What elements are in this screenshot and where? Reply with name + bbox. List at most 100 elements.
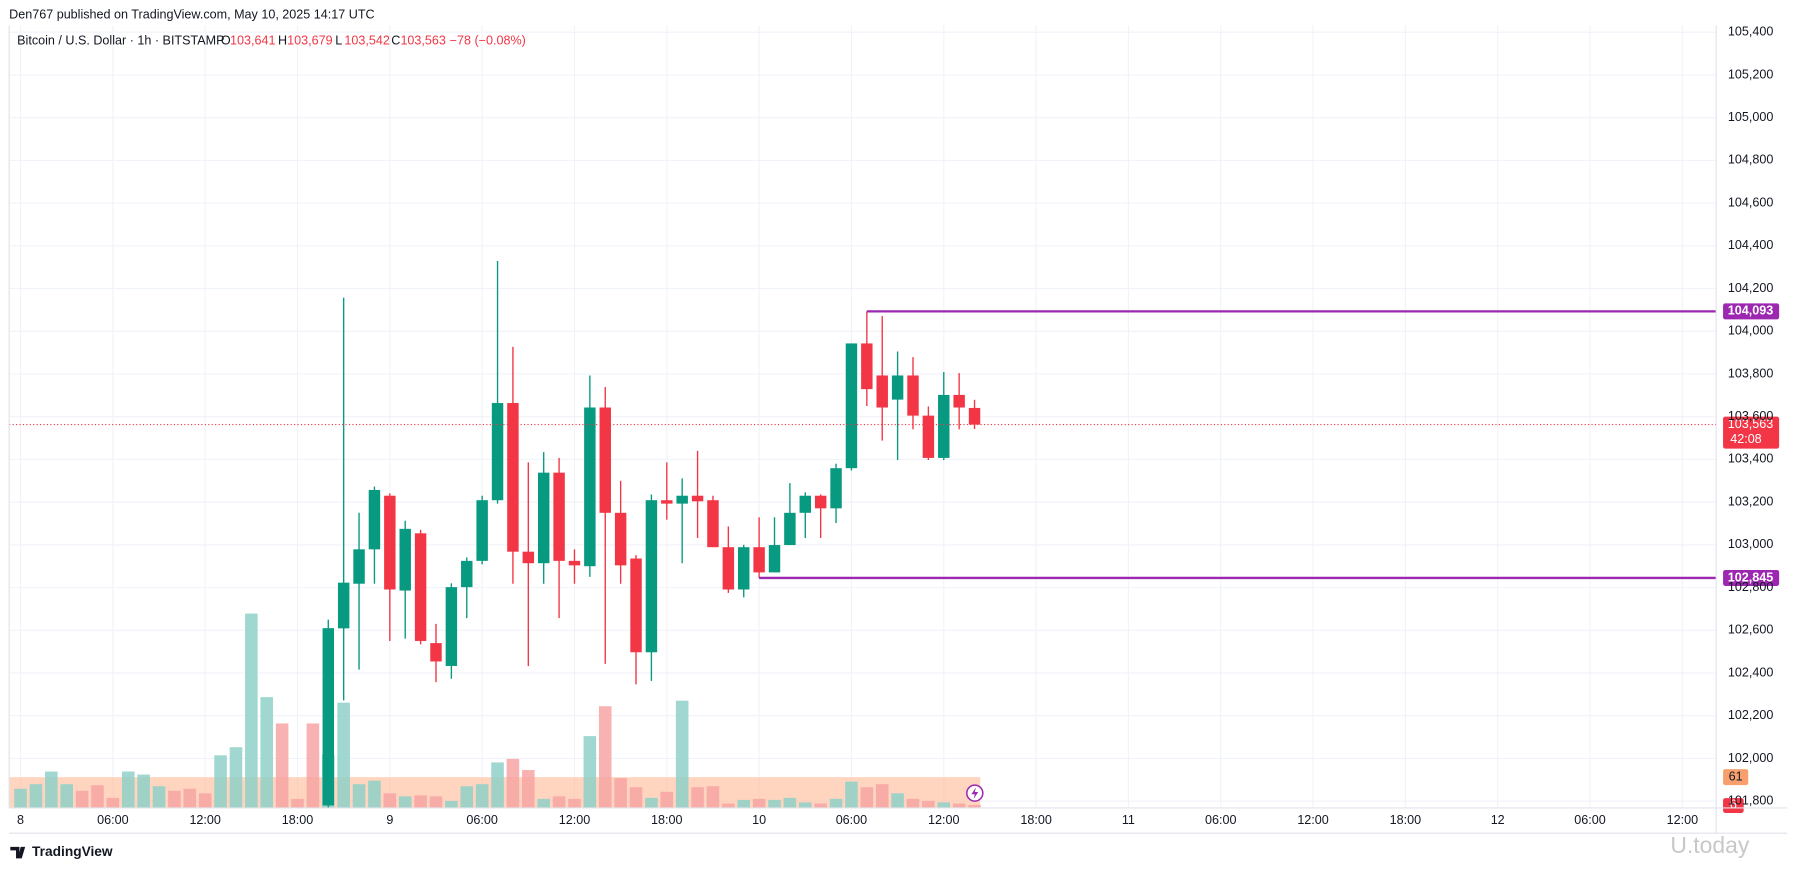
y-tick-label: 104,000 xyxy=(1728,324,1773,338)
ohlc-key: H xyxy=(278,34,287,48)
volume-bar xyxy=(583,736,597,808)
volume-bar xyxy=(460,786,474,808)
ohlc-change: −78 (−0.08%) xyxy=(450,34,526,48)
level-badge xyxy=(1723,303,1780,320)
volume-bar xyxy=(906,798,920,808)
candle-body xyxy=(799,495,812,513)
y-tick-label: 103,200 xyxy=(1728,494,1773,508)
volume-bar xyxy=(922,800,935,808)
volume-bar xyxy=(814,803,827,808)
y-tick-label: 103,600 xyxy=(1728,409,1773,423)
volume-bar xyxy=(245,613,258,808)
volume-bar xyxy=(675,700,689,808)
volume-bar xyxy=(260,697,274,808)
candle-body xyxy=(430,643,442,662)
candle-body xyxy=(568,560,581,566)
x-tick-label: 10 xyxy=(752,813,766,827)
candle-body xyxy=(522,551,535,564)
candle-body xyxy=(691,495,704,502)
candle-body xyxy=(953,394,965,408)
candle-body xyxy=(491,403,504,501)
volume-bar xyxy=(537,798,550,808)
volume-last-label: 6 xyxy=(1730,797,1737,811)
volume-bar xyxy=(722,803,735,808)
x-tick-label: 12:00 xyxy=(928,813,959,827)
candle-body xyxy=(445,587,458,666)
x-tick-label: 12:00 xyxy=(189,813,220,827)
level-badge xyxy=(1723,569,1780,586)
brand-logo xyxy=(10,846,26,859)
volume-bar xyxy=(383,793,397,808)
volume-bar xyxy=(875,784,889,808)
y-tick-label: 103,800 xyxy=(1728,366,1773,380)
y-tick-label: 105,000 xyxy=(1728,110,1773,124)
y-tick-label: 103,400 xyxy=(1728,452,1773,466)
x-tick-label: 06:00 xyxy=(97,813,128,827)
volume-bar xyxy=(414,795,427,808)
volume-bar xyxy=(968,804,981,808)
x-tick-label: 11 xyxy=(1122,813,1135,827)
volume-bar xyxy=(860,787,874,808)
candle-body xyxy=(399,528,411,591)
ohlc-key: O xyxy=(221,34,231,48)
volume-bar xyxy=(214,755,227,808)
volume-bar xyxy=(752,798,766,808)
volume-bar xyxy=(522,770,535,808)
symbol-title: Bitcoin / U.S. Dollar · 1h · BITSTAMP xyxy=(17,34,224,48)
volume-bar xyxy=(352,784,366,808)
candle-body xyxy=(676,495,688,504)
candle-body xyxy=(861,343,873,390)
volume-bar xyxy=(506,758,520,808)
y-tick-label: 102,200 xyxy=(1728,708,1773,722)
volume-last-badge xyxy=(1723,798,1744,813)
level-label: 104,093 xyxy=(1728,304,1773,318)
x-tick-label: 12 xyxy=(1491,813,1505,827)
volume-bar xyxy=(337,702,350,808)
x-tick-label: 18:00 xyxy=(1020,813,1051,827)
volume-bar xyxy=(629,787,643,808)
volume-bar xyxy=(660,791,674,808)
volume-bar xyxy=(768,799,781,808)
x-tick-label: 18:00 xyxy=(282,813,313,827)
volume-bar xyxy=(121,771,135,808)
volume-bar xyxy=(491,762,504,808)
x-tick-label: 9 xyxy=(386,813,393,827)
candle-body xyxy=(322,628,335,806)
volume-bar xyxy=(137,774,150,808)
candle-body xyxy=(645,500,658,653)
x-tick-label: 06:00 xyxy=(836,813,867,827)
volume-bar xyxy=(29,784,43,808)
last-price-label: 103,563 xyxy=(1728,417,1773,431)
candle-body xyxy=(922,415,935,458)
level-label: 102,845 xyxy=(1728,570,1773,584)
ohlc-value: 103,563 xyxy=(400,34,445,48)
candle-body xyxy=(891,375,904,400)
candle-body xyxy=(476,500,488,561)
volume-bar xyxy=(198,793,212,808)
candle-body xyxy=(814,495,827,509)
volume-bar xyxy=(645,797,658,808)
volume-bar xyxy=(845,781,858,808)
candle-body xyxy=(830,468,842,509)
candle-body xyxy=(753,547,765,573)
ohlc-key: L xyxy=(335,34,342,48)
volume-bar xyxy=(429,796,443,808)
y-tick-label: 103,000 xyxy=(1728,537,1773,551)
brand: TradingView xyxy=(32,844,113,859)
y-tick-label: 104,800 xyxy=(1728,153,1773,167)
x-tick-label: 12:00 xyxy=(1667,813,1698,827)
candle-body xyxy=(722,547,735,590)
volume-bar xyxy=(614,778,627,808)
volume-bar xyxy=(152,786,166,808)
y-tick-label: 104,600 xyxy=(1728,195,1773,209)
y-tick-label: 104,200 xyxy=(1728,281,1773,295)
candle-body xyxy=(630,558,642,653)
alert-bolt xyxy=(971,787,979,799)
volume-bar xyxy=(229,747,243,808)
volume-bar xyxy=(829,798,843,808)
ohlc-key: C xyxy=(391,34,400,48)
volume-bar xyxy=(937,802,951,808)
volume-bar xyxy=(552,796,566,808)
volume-bar xyxy=(598,706,612,808)
volume-bar xyxy=(106,797,120,808)
